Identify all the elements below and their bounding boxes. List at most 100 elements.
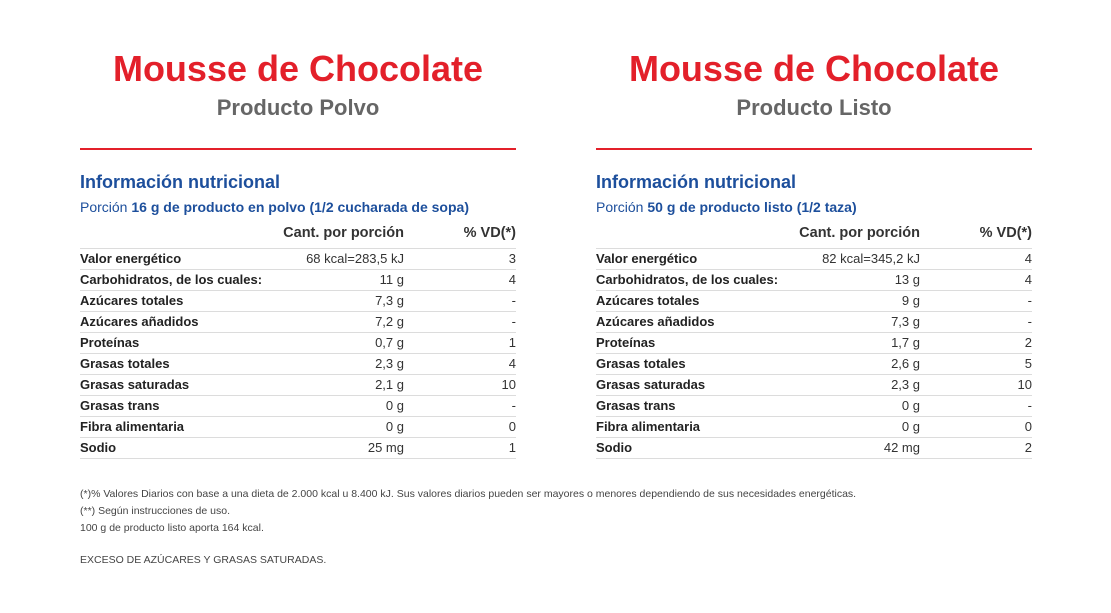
nutrient-amount: 2,3 g	[375, 356, 404, 371]
nutrient-name: Sodio	[596, 440, 633, 455]
nutrient-vd: 0	[1024, 419, 1032, 434]
nutrient-vd: -	[511, 398, 516, 413]
table-row: Grasas saturadas 2,1 g 10	[80, 375, 516, 396]
nutrient-amount: 13 g	[894, 272, 920, 287]
nutrient-amount: 25 mg	[367, 440, 404, 455]
footnote-vd: (*)% Valores Diarios con base a una diet…	[80, 488, 857, 500]
nutrition-heading: Información nutricional	[596, 172, 797, 192]
table-row: Proteínas 0,7 g 1	[80, 333, 516, 354]
nutrient-name: Fibra alimentaria	[80, 419, 185, 434]
nutrient-vd: 10	[1017, 377, 1032, 392]
table-row: Grasas totales 2,6 g 5	[596, 354, 1032, 375]
nutrient-name: Grasas totales	[80, 356, 170, 371]
table-row: Azúcares totales 7,3 g -	[80, 291, 516, 312]
nutrient-name: Proteínas	[596, 335, 656, 350]
table-row: Carbohidratos, de los cuales: 11 g 4	[80, 270, 516, 291]
nutrient-name: Carbohidratos, de los cuales:	[80, 272, 263, 287]
product-title: Mousse de Chocolate	[112, 48, 484, 89]
nutrient-vd: 10	[501, 377, 516, 392]
nutrient-amount: 42 mg	[883, 440, 920, 455]
nutrient-name: Azúcares añadidos	[596, 314, 715, 329]
nutrition-heading: Información nutricional	[80, 172, 281, 192]
footnote-energy: 100 g de producto listo aporta 164 kcal.	[80, 522, 264, 534]
footnotes: (*)% Valores Diarios con base a una diet…	[80, 486, 856, 537]
nutrient-vd: 2	[1024, 440, 1032, 455]
table-row: Fibra alimentaria 0 g 0	[80, 417, 516, 438]
nutrient-amount: 0 g	[385, 419, 404, 434]
divider	[80, 148, 516, 150]
table-row: Proteínas 1,7 g 2	[596, 333, 1032, 354]
nutrient-vd: -	[511, 314, 516, 329]
table-row: Grasas totales 2,3 g 4	[80, 354, 516, 375]
portion-detail: 16 g de producto en polvo (1/2 cucharada…	[131, 199, 469, 215]
nutrient-amount: 7,3 g	[891, 314, 920, 329]
nutrient-name: Proteínas	[80, 335, 140, 350]
portion-text: Porción 16 g de producto en polvo (1/2 c…	[80, 198, 469, 216]
nutrient-vd: 1	[508, 335, 516, 350]
nutrient-vd: 5	[1024, 356, 1032, 371]
nutrient-amount: 11 g	[379, 272, 404, 287]
nutrient-amount: 0 g	[901, 419, 920, 434]
nutrient-name: Grasas saturadas	[80, 377, 190, 392]
nutrient-vd: 3	[508, 251, 516, 266]
product-subtitle: Producto Polvo	[216, 95, 380, 120]
nutrient-amount: 2,6 g	[891, 356, 920, 371]
nutrient-vd: -	[1027, 293, 1032, 308]
nutrient-name: Grasas trans	[596, 398, 676, 413]
nutrient-vd: 4	[508, 356, 516, 371]
portion-prefix: Porción	[596, 199, 648, 215]
column-header-vd: % VD(*)	[979, 225, 1032, 241]
nutrient-amount: 0,7 g	[375, 335, 404, 350]
nutrient-amount: 2,3 g	[891, 377, 920, 392]
nutrient-amount: 82 kcal=345,2 kJ	[822, 251, 920, 266]
nutrient-name: Azúcares totales	[80, 293, 184, 308]
table-row: Valor energético 82 kcal=345,2 kJ 4	[596, 249, 1032, 270]
warning-text: EXCESO DE AZÚCARES Y GRASAS SATURADAS.	[80, 554, 327, 566]
nutrient-vd: -	[1027, 398, 1032, 413]
nutrient-amount: 0 g	[385, 398, 404, 413]
table-row: Fibra alimentaria 0 g 0	[596, 417, 1032, 438]
column-header-vd: % VD(*)	[463, 225, 516, 241]
table-row: Azúcares totales 9 g -	[596, 291, 1032, 312]
nutrient-name: Azúcares totales	[596, 293, 700, 308]
table-row: Azúcares añadidos 7,2 g -	[80, 312, 516, 333]
nutrient-name: Grasas trans	[80, 398, 160, 413]
nutrient-name: Grasas saturadas	[596, 377, 706, 392]
nutrient-vd: -	[511, 293, 516, 308]
nutrient-vd: 1	[508, 440, 516, 455]
table-row: Sodio 25 mg 1	[80, 438, 516, 459]
portion-prefix: Porción	[80, 199, 132, 215]
table-row: Grasas trans 0 g -	[596, 396, 1032, 417]
nutrient-vd: 4	[1024, 251, 1032, 266]
nutrient-vd: 2	[1024, 335, 1032, 350]
nutrient-amount: 7,2 g	[375, 314, 404, 329]
nutrient-name: Fibra alimentaria	[596, 419, 701, 434]
table-row: Azúcares añadidos 7,3 g -	[596, 312, 1032, 333]
table-row: Valor energético 68 kcal=283,5 kJ 3	[80, 249, 516, 270]
column-header-amount: Cant. por porción	[283, 225, 404, 241]
footnote-usage: (**) Según instrucciones de uso.	[80, 505, 230, 517]
nutrient-name: Carbohidratos, de los cuales:	[596, 272, 779, 287]
table-row: Grasas trans 0 g -	[80, 396, 516, 417]
divider	[596, 148, 1032, 150]
nutrient-amount: 1,7 g	[891, 335, 920, 350]
table-row: Sodio 42 mg 2	[596, 438, 1032, 459]
nutrient-vd: -	[1027, 314, 1032, 329]
nutrition-table: Valor energético 82 kcal=345,2 kJ 4 Carboh…	[596, 248, 1032, 459]
product-subtitle: Producto Listo	[736, 95, 892, 120]
nutrient-amount: 9 g	[901, 293, 920, 308]
table-row: Grasas saturadas 2,3 g 10	[596, 375, 1032, 396]
nutrient-vd: 4	[508, 272, 516, 287]
table-row: Carbohidratos, de los cuales: 13 g 4	[596, 270, 1032, 291]
portion-detail: 50 g de producto listo (1/2 taza)	[647, 199, 857, 215]
product-title: Mousse de Chocolate	[628, 48, 1000, 89]
nutrient-amount: 7,3 g	[375, 293, 404, 308]
nutrient-name: Azúcares añadidos	[80, 314, 199, 329]
nutrient-name: Sodio	[80, 440, 117, 455]
nutrient-name: Valor energético	[596, 251, 698, 266]
nutrient-amount: 2,1 g	[375, 377, 404, 392]
nutrient-amount: 68 kcal=283,5 kJ	[306, 251, 404, 266]
column-header-amount: Cant. por porción	[799, 225, 920, 241]
nutrition-table: Valor energético 68 kcal=283,5 kJ 3 Carboh…	[80, 248, 516, 459]
nutrient-vd: 4	[1024, 272, 1032, 287]
